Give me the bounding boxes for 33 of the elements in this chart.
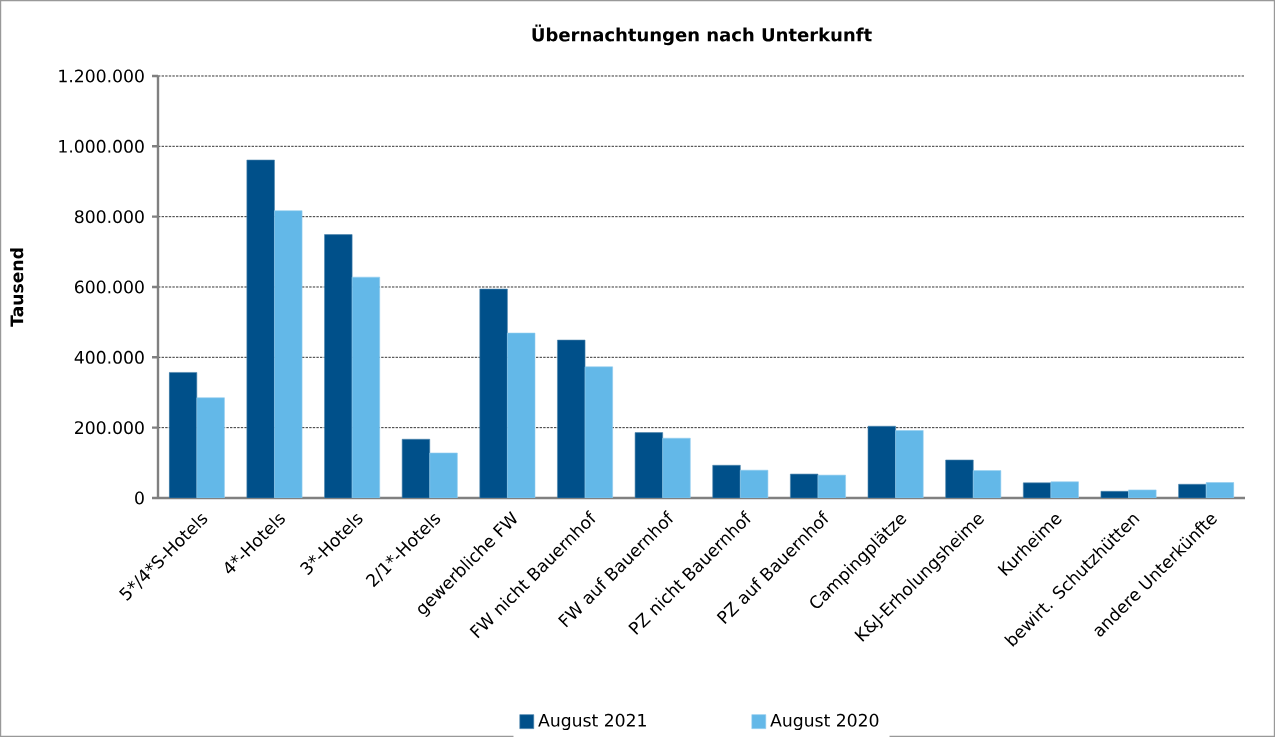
bar (274, 210, 303, 498)
bar (584, 366, 613, 498)
y-tick-label: 200.000 (75, 421, 144, 435)
legend-label: August 2020 (770, 713, 879, 731)
bar (429, 452, 458, 498)
y-tick-label: 800.000 (74, 210, 144, 224)
legend-label: August 2021 (538, 713, 646, 731)
y-tick-label: 1.000.000 (59, 139, 144, 153)
y-tick-label: 1.200.000 (59, 69, 144, 83)
bar (662, 437, 691, 498)
bar (945, 459, 974, 498)
bar (712, 464, 741, 498)
bar (324, 234, 353, 498)
bar (196, 397, 225, 498)
bar (1178, 483, 1207, 498)
bar (634, 432, 663, 498)
y-axis-title: Tausend (10, 248, 24, 327)
y-tick-label: 600.000 (75, 280, 144, 294)
y-tick-label: 400.000 (74, 350, 144, 364)
bar (1023, 482, 1052, 498)
bar (351, 276, 381, 498)
bar (867, 425, 896, 498)
bar (168, 372, 198, 498)
y-tick-label: 0 (135, 491, 144, 505)
bar (507, 332, 536, 498)
bar (895, 430, 924, 498)
bar (479, 288, 508, 498)
bar (401, 438, 431, 498)
bar (246, 159, 275, 498)
chart-title: Übernachtungen nach Unterkunft (532, 24, 872, 46)
bar (790, 473, 819, 498)
bar (1100, 491, 1129, 498)
bar (557, 339, 586, 498)
